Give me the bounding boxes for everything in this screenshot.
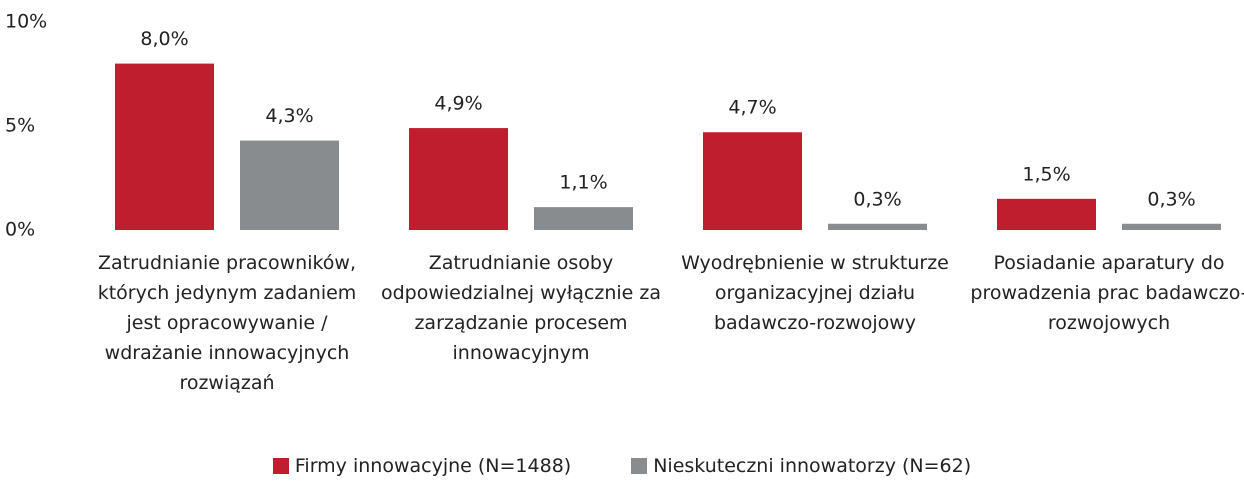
- legend-swatch: [631, 458, 648, 474]
- data-label: 4,3%: [265, 105, 313, 127]
- data-label: 0,3%: [853, 188, 901, 210]
- x-tick-label: Zatrudnianie osoby odpowiedzialnej wyłąc…: [380, 252, 662, 364]
- data-label: 4,9%: [434, 93, 482, 115]
- y-tick-label: 5%: [5, 115, 35, 137]
- legend-label: Firmy innowacyjne (N=1488): [294, 455, 572, 477]
- bar: [534, 207, 633, 230]
- data-label: 1,5%: [1022, 163, 1070, 185]
- y-tick-label: 10%: [5, 11, 47, 33]
- data-label: 1,1%: [559, 172, 607, 194]
- bar: [409, 128, 508, 230]
- x-tick-label: Posiadanie aparatury do prowadzenia prac…: [970, 252, 1244, 334]
- x-tick-label: Zatrudnianie pracowników, których jedyny…: [97, 252, 357, 394]
- legend-item: Nieskuteczni innowatorzy (N=62): [631, 455, 971, 477]
- bar: [703, 132, 802, 230]
- y-tick-label: 0%: [5, 219, 35, 241]
- legend-item: Firmy innowacyjne (N=1488): [272, 455, 572, 477]
- bar: [1122, 223, 1221, 230]
- bar: [240, 140, 339, 230]
- legend: Firmy innowacyjne (N=1488) Nieskuteczni i…: [0, 455, 1244, 477]
- bar: [828, 223, 927, 230]
- legend-label: Nieskuteczni innowatorzy (N=62): [653, 455, 972, 477]
- bar: [997, 198, 1096, 230]
- data-label: 8,0%: [140, 28, 188, 50]
- data-label: 0,3%: [1147, 188, 1195, 210]
- data-label: 4,7%: [728, 97, 776, 119]
- x-tick-label: Wyodrębnienie w strukturze organizacyjne…: [681, 252, 949, 334]
- bar: [115, 63, 214, 230]
- legend-swatch: [272, 458, 289, 474]
